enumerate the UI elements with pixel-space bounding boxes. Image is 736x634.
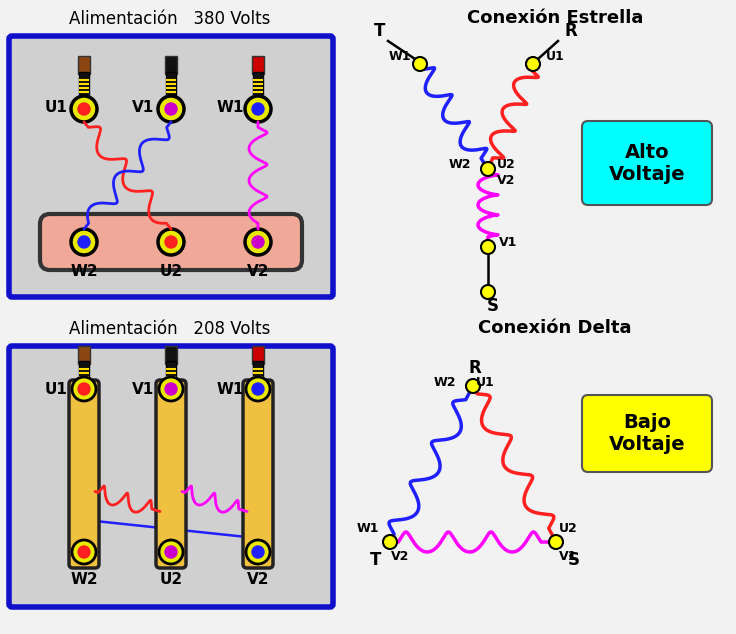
Text: V2: V2 bbox=[247, 571, 269, 586]
Circle shape bbox=[72, 377, 96, 401]
FancyBboxPatch shape bbox=[165, 56, 177, 74]
FancyBboxPatch shape bbox=[253, 72, 263, 96]
Text: S: S bbox=[568, 551, 580, 569]
FancyBboxPatch shape bbox=[253, 361, 263, 381]
Text: Alto
Voltaje: Alto Voltaje bbox=[609, 143, 685, 183]
Circle shape bbox=[413, 57, 427, 71]
Text: W2: W2 bbox=[70, 571, 98, 586]
Circle shape bbox=[246, 377, 270, 401]
Text: W1: W1 bbox=[357, 522, 379, 534]
FancyBboxPatch shape bbox=[243, 380, 273, 568]
FancyBboxPatch shape bbox=[69, 380, 99, 568]
Text: R: R bbox=[469, 359, 481, 377]
Text: U1: U1 bbox=[45, 382, 68, 396]
Text: V2: V2 bbox=[247, 264, 269, 280]
Circle shape bbox=[165, 103, 177, 115]
Circle shape bbox=[158, 96, 184, 122]
FancyBboxPatch shape bbox=[166, 72, 176, 96]
Circle shape bbox=[466, 379, 480, 393]
FancyBboxPatch shape bbox=[79, 72, 89, 96]
Text: W2: W2 bbox=[70, 264, 98, 280]
FancyBboxPatch shape bbox=[582, 395, 712, 472]
Circle shape bbox=[252, 103, 264, 115]
FancyBboxPatch shape bbox=[166, 361, 176, 381]
Text: W2: W2 bbox=[449, 158, 471, 172]
Text: T: T bbox=[370, 551, 382, 569]
FancyBboxPatch shape bbox=[9, 36, 333, 297]
Circle shape bbox=[71, 229, 97, 255]
Circle shape bbox=[526, 57, 540, 71]
Text: Conexión Estrella: Conexión Estrella bbox=[467, 9, 643, 27]
FancyBboxPatch shape bbox=[78, 56, 90, 74]
FancyBboxPatch shape bbox=[156, 380, 186, 568]
Circle shape bbox=[159, 377, 183, 401]
Text: U1: U1 bbox=[475, 375, 495, 389]
Text: U2: U2 bbox=[497, 158, 515, 172]
FancyBboxPatch shape bbox=[78, 346, 90, 364]
Text: V1: V1 bbox=[499, 236, 517, 250]
Text: Bajo
Voltaje: Bajo Voltaje bbox=[609, 413, 685, 455]
Text: Alimentación   208 Volts: Alimentación 208 Volts bbox=[69, 320, 271, 338]
Circle shape bbox=[71, 96, 97, 122]
Text: U2: U2 bbox=[160, 571, 183, 586]
FancyBboxPatch shape bbox=[165, 346, 177, 364]
Text: U2: U2 bbox=[160, 264, 183, 280]
Text: V1: V1 bbox=[559, 550, 577, 562]
Circle shape bbox=[481, 162, 495, 176]
Circle shape bbox=[481, 240, 495, 254]
FancyBboxPatch shape bbox=[9, 346, 333, 607]
Text: V1: V1 bbox=[132, 100, 154, 115]
Text: V2: V2 bbox=[391, 550, 409, 562]
Circle shape bbox=[245, 96, 271, 122]
Circle shape bbox=[252, 236, 264, 248]
Circle shape bbox=[78, 383, 90, 395]
Text: U1: U1 bbox=[45, 100, 68, 115]
Circle shape bbox=[159, 540, 183, 564]
Text: W1: W1 bbox=[389, 49, 411, 63]
Circle shape bbox=[549, 535, 563, 549]
Circle shape bbox=[383, 535, 397, 549]
Circle shape bbox=[78, 546, 90, 558]
Circle shape bbox=[165, 236, 177, 248]
Circle shape bbox=[158, 229, 184, 255]
Circle shape bbox=[78, 103, 90, 115]
Text: Alimentación   380 Volts: Alimentación 380 Volts bbox=[69, 10, 271, 28]
Text: S: S bbox=[487, 297, 499, 315]
Text: V2: V2 bbox=[497, 174, 515, 188]
Circle shape bbox=[165, 383, 177, 395]
Text: W2: W2 bbox=[434, 375, 456, 389]
FancyBboxPatch shape bbox=[252, 346, 264, 364]
FancyBboxPatch shape bbox=[79, 361, 89, 381]
Text: W1: W1 bbox=[216, 382, 244, 396]
Text: V1: V1 bbox=[132, 382, 154, 396]
Text: T: T bbox=[375, 22, 386, 40]
Circle shape bbox=[246, 540, 270, 564]
Text: U1: U1 bbox=[545, 49, 565, 63]
Circle shape bbox=[78, 236, 90, 248]
Text: U2: U2 bbox=[559, 522, 577, 534]
Circle shape bbox=[245, 229, 271, 255]
Circle shape bbox=[252, 546, 264, 558]
Circle shape bbox=[72, 540, 96, 564]
FancyBboxPatch shape bbox=[252, 56, 264, 74]
Text: R: R bbox=[565, 22, 577, 40]
Circle shape bbox=[165, 546, 177, 558]
Circle shape bbox=[481, 285, 495, 299]
Text: W1: W1 bbox=[216, 100, 244, 115]
Circle shape bbox=[252, 383, 264, 395]
Text: Conexión Delta: Conexión Delta bbox=[478, 319, 631, 337]
FancyBboxPatch shape bbox=[582, 121, 712, 205]
FancyBboxPatch shape bbox=[40, 214, 302, 270]
